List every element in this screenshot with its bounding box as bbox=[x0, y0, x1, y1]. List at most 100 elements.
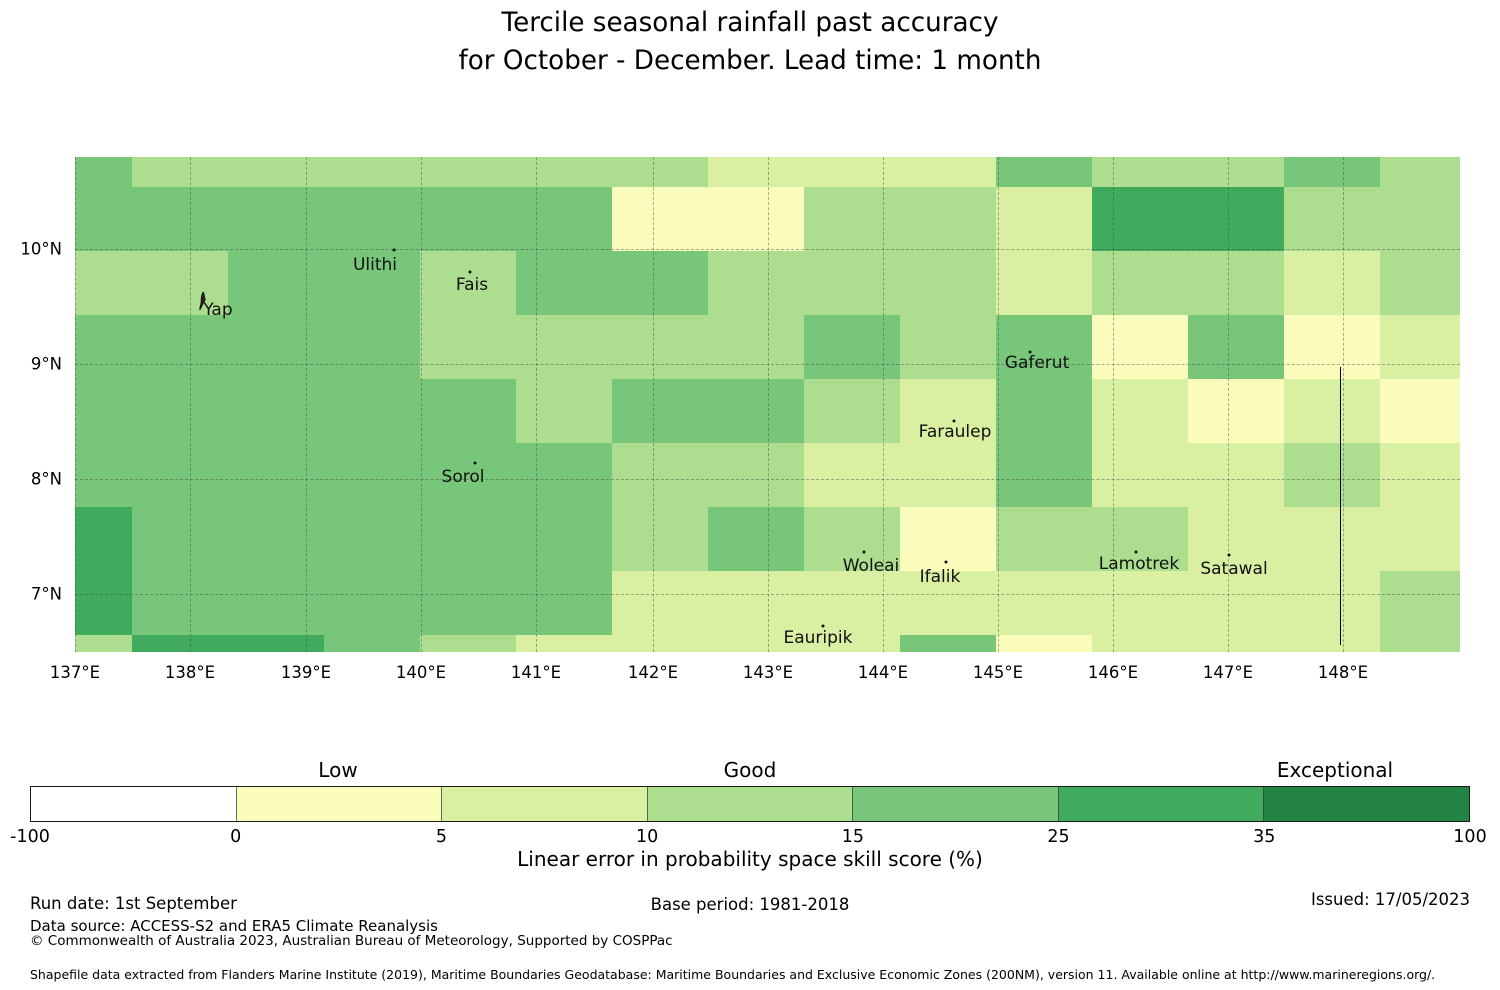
map-cell bbox=[1380, 571, 1460, 635]
map-cell bbox=[228, 507, 324, 571]
map-cell bbox=[1380, 157, 1460, 187]
x-axis-tick-label: 147°E bbox=[1202, 663, 1254, 682]
map-cell bbox=[420, 443, 516, 507]
island-dot bbox=[944, 560, 948, 564]
island-dot bbox=[1028, 350, 1032, 354]
x-axis-tick-label: 141°E bbox=[510, 663, 562, 682]
map-cell bbox=[1188, 443, 1284, 507]
map-cell bbox=[804, 507, 900, 571]
map-cell bbox=[1284, 379, 1380, 443]
x-axis-tick-label: 145°E bbox=[972, 663, 1024, 682]
island-label: Ifalik bbox=[919, 567, 961, 587]
map-cell bbox=[228, 379, 324, 443]
map-cell bbox=[1188, 571, 1284, 635]
colorbar-axis-label: Linear error in probability space skill … bbox=[517, 847, 983, 871]
map-cell bbox=[1284, 571, 1380, 635]
island-label: Eauripik bbox=[783, 628, 853, 648]
map-cell bbox=[996, 187, 1092, 251]
colorbar-segment bbox=[31, 787, 236, 821]
island-dot bbox=[468, 270, 472, 274]
map-cell bbox=[1380, 443, 1460, 507]
x-axis-tick-label: 140°E bbox=[395, 663, 447, 682]
page-title: Tercile seasonal rainfall past accuracy … bbox=[23, 4, 1478, 80]
map-cell bbox=[228, 157, 324, 187]
map-cell bbox=[1284, 157, 1380, 187]
map-cell bbox=[75, 157, 132, 187]
colorbar-tick-label: 10 bbox=[636, 827, 659, 847]
y-axis-tick-label: 10°N bbox=[20, 239, 62, 259]
island-label: Sorol bbox=[441, 467, 485, 487]
map-cell bbox=[324, 187, 420, 251]
map-cell bbox=[132, 443, 228, 507]
map-cell bbox=[420, 571, 516, 635]
map-cell bbox=[612, 315, 708, 379]
x-axis-tick-label: 148°E bbox=[1317, 663, 1369, 682]
map-cell bbox=[1380, 315, 1460, 379]
map-cell bbox=[75, 187, 132, 251]
island-label: Woleai bbox=[842, 556, 900, 576]
x-axis-tick-label: 143°E bbox=[742, 663, 794, 682]
island-label: Lamotrek bbox=[1098, 554, 1180, 574]
map-cell bbox=[708, 571, 804, 635]
colorbar-tick-label: 100 bbox=[1453, 827, 1487, 847]
map-cell bbox=[1380, 635, 1460, 652]
island-dot bbox=[1227, 553, 1231, 557]
map-cell bbox=[804, 157, 900, 187]
map-cell bbox=[996, 571, 1092, 635]
gridline-longitude bbox=[536, 157, 537, 652]
map-cell bbox=[900, 251, 996, 315]
map-cell bbox=[75, 251, 132, 315]
map-cell bbox=[1188, 379, 1284, 443]
island-dot bbox=[952, 419, 956, 423]
map-cell bbox=[420, 635, 516, 652]
island-dot bbox=[1134, 550, 1138, 554]
map-cell bbox=[708, 379, 804, 443]
map-cell bbox=[324, 157, 420, 187]
map-cell bbox=[516, 187, 612, 251]
colorbar-tick-label: 35 bbox=[1253, 827, 1276, 847]
x-axis-tick-label: 138°E bbox=[164, 663, 216, 682]
map-cell bbox=[324, 635, 420, 652]
map-cell bbox=[900, 507, 996, 571]
colorbar-segment bbox=[1263, 787, 1470, 821]
gridline-longitude bbox=[75, 157, 76, 652]
map-cell bbox=[1092, 251, 1188, 315]
map-cell bbox=[516, 251, 612, 315]
island-label: Faraulep bbox=[918, 422, 992, 442]
map-cell bbox=[132, 379, 228, 443]
x-axis-tick-label: 139°E bbox=[280, 663, 332, 682]
gridline-longitude bbox=[998, 157, 999, 652]
map-cell bbox=[420, 187, 516, 251]
map-cell bbox=[708, 635, 804, 652]
map-cell bbox=[75, 571, 132, 635]
map-cell bbox=[804, 315, 900, 379]
map-cell bbox=[804, 187, 900, 251]
x-axis-tick-label: 137°E bbox=[49, 663, 101, 682]
map-cell bbox=[1092, 571, 1188, 635]
map-cell bbox=[1188, 635, 1284, 652]
map-cell bbox=[1380, 507, 1460, 571]
map-cell bbox=[420, 315, 516, 379]
gridline-longitude bbox=[883, 157, 884, 652]
map-cell bbox=[1092, 443, 1188, 507]
map-cell bbox=[1188, 507, 1284, 571]
map-cell bbox=[1284, 507, 1380, 571]
map-cell bbox=[228, 571, 324, 635]
map-cell bbox=[516, 571, 612, 635]
map-cell bbox=[996, 157, 1092, 187]
map-cell bbox=[708, 187, 804, 251]
gridline-latitude bbox=[75, 479, 1460, 480]
footer-base-period: Base period: 1981-2018 bbox=[650, 895, 850, 914]
map-cell bbox=[804, 635, 900, 652]
map-cell bbox=[612, 443, 708, 507]
map-cell bbox=[804, 571, 900, 635]
map-cell bbox=[612, 571, 708, 635]
y-axis-tick-label: 8°N bbox=[30, 469, 62, 489]
island-dot bbox=[392, 248, 396, 252]
map-cell bbox=[420, 157, 516, 187]
map-cell bbox=[708, 157, 804, 187]
map-cell bbox=[516, 507, 612, 571]
colorbar-tick-label: 5 bbox=[435, 827, 447, 847]
map-cell bbox=[516, 443, 612, 507]
map-cell bbox=[1092, 157, 1188, 187]
